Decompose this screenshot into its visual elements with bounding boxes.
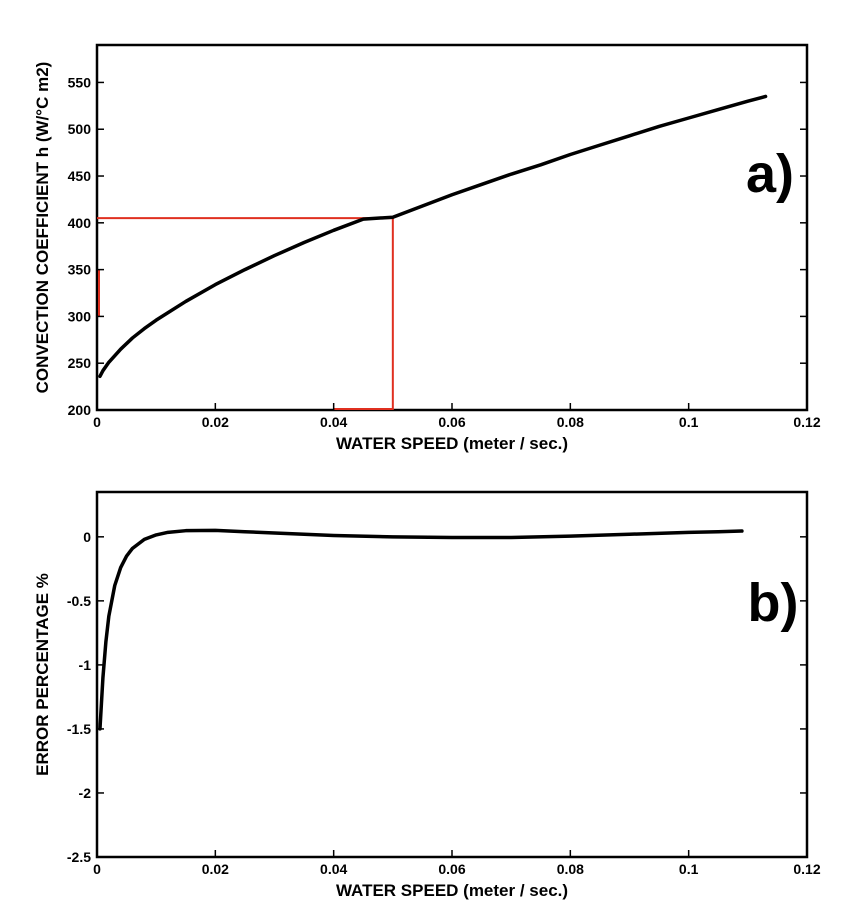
b-x-tick-label: 0: [93, 861, 101, 877]
panel-a-plot-frame: [95, 43, 809, 412]
panel-a-x-axis-label: WATER SPEED (meter / sec.): [336, 434, 568, 453]
b-y-tick-label: -2.5: [67, 849, 91, 865]
panel-a-ticks: 0 0.02 0.04 0.06 0.08 0.1 0.12 200 250 300 350 400 4…: [68, 74, 821, 430]
a-x-tick-label: 0.04: [320, 414, 347, 430]
a-x-tick-label: 0.08: [557, 414, 584, 430]
a-y-tick-label: 450: [68, 168, 92, 184]
panel-b-ticks: 0 0.02 0.04 0.06 0.08 0.1 0.12 -2.5 -2 -1.5 -1 -0.5…: [67, 529, 821, 877]
a-y-tick-label: 400: [68, 215, 92, 231]
panel-b-x-axis-label: WATER SPEED (meter / sec.): [336, 881, 568, 900]
panel-a-guide-lines: [97, 217, 394, 410]
b-y-tick-label: -1.5: [67, 721, 91, 737]
b-x-tick-label: 0.04: [320, 861, 347, 877]
b-x-tick-label: 0.06: [438, 861, 465, 877]
panel-b-plot-frame: [95, 490, 809, 859]
a-series-line-h: [98, 94, 768, 379]
b-series-line-error: [98, 528, 744, 731]
panel-a-series: [98, 94, 768, 379]
a-y-tick-label: 500: [68, 121, 92, 137]
b-y-tick-label: -2: [79, 785, 92, 801]
b-y-tick-label: -0.5: [67, 593, 91, 609]
a-x-tick-label: 0.06: [438, 414, 465, 430]
b-y-tick-label: -1: [79, 657, 92, 673]
panel-a-y-axis-label: CONVECTION COEFFICIENT h (W/°C m2): [33, 62, 52, 394]
a-x-tick-label: 0.1: [679, 414, 699, 430]
b-y-tick-label: 0: [83, 529, 91, 545]
b-x-tick-label: 0.08: [557, 861, 584, 877]
panel-a-tag: a): [746, 144, 794, 204]
panel-b-tag: b): [748, 573, 799, 633]
panel-b-y-axis-label: ERROR PERCENTAGE %: [33, 573, 52, 776]
panel-b-series: [98, 528, 744, 731]
b-x-tick-label: 0.1: [679, 861, 699, 877]
a-y-tick-label: 200: [68, 402, 92, 418]
a-y-tick-label: 300: [68, 308, 92, 324]
a-x-tick-label: 0: [93, 414, 101, 430]
a-y-tick-label: 250: [68, 355, 92, 371]
a-y-tick-label: 350: [68, 262, 92, 278]
a-x-tick-label: 0.02: [202, 414, 229, 430]
a-y-tick-label: 550: [68, 74, 92, 90]
panel-b-chart: 0 0.02 0.04 0.06 0.08 0.1 0.12 -2.5 -2 -1.5 -1 -0.5…: [33, 490, 821, 900]
b-x-tick-label: 0.12: [793, 861, 820, 877]
a-x-tick-label: 0.12: [793, 414, 820, 430]
b-x-tick-label: 0.02: [202, 861, 229, 877]
panel-a-chart: 0 0.02 0.04 0.06 0.08 0.1 0.12 200 250 300 350 400 4…: [33, 43, 821, 453]
